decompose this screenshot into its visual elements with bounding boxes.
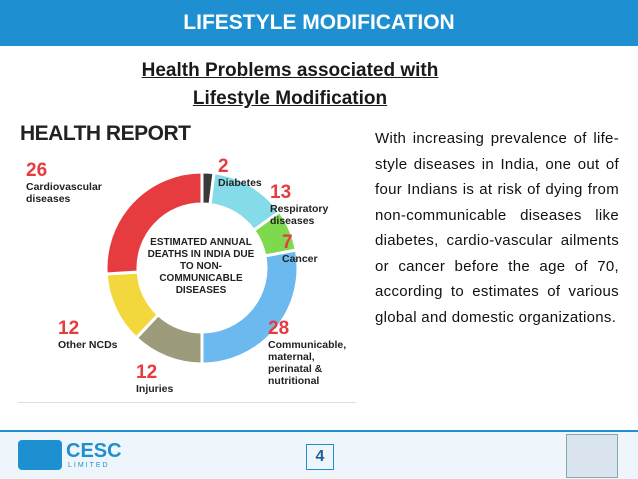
page-number: 4 [306,444,334,470]
emblem [566,434,618,478]
segment-value: 28 [268,318,290,339]
segment-label: Respiratory diseases [270,203,329,227]
segment-value: 12 [136,362,158,383]
footer [0,430,638,479]
paragraph: With increasing prevalence of life-style… [375,130,619,326]
segment-label: Cancer [282,253,318,265]
segment-label: Cardiovascular diseases [26,181,102,205]
center-label: ESTIMATED ANNUAL DEATHS IN INDIA DUE TO … [147,237,255,296]
segment-label: Injuries [136,383,174,395]
segment-value: 12 [58,318,80,339]
slide-title: LIFESTYLE MODIFICATION [0,0,638,46]
donut-segment [104,170,204,276]
segment-value: 7 [282,232,293,253]
heading-line: Lifestyle Modification [192,88,388,109]
logo-icon [18,440,62,470]
logo-text: CESC [66,440,122,462]
segment-value: 13 [270,182,292,203]
segment-label: Communicable, maternal, perinatal & nutr… [268,339,347,387]
segment-label: Diabetes [218,177,262,189]
donut-holder [18,120,354,400]
logo-subtext: LIMITED [68,462,110,469]
heading-line: Health Problems associated with [141,60,439,81]
donut-chart [104,170,300,366]
health-report: HEALTH REPORT ESTIMATED ANNUAL DEATHS IN… [18,120,356,403]
segment-value: 26 [26,160,48,181]
report-title: HEALTH REPORT [20,122,191,145]
segment-value: 2 [218,156,229,177]
segment-label: Other NCDs [58,339,118,351]
